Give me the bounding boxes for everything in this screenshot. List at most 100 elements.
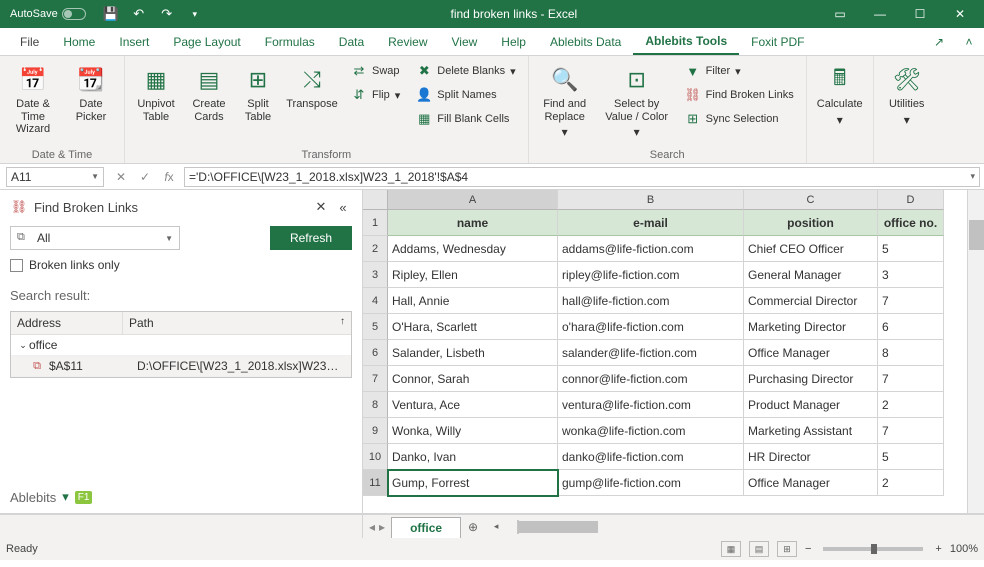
collapse-pane-button[interactable]: « <box>334 198 352 216</box>
cell[interactable]: e-mail <box>558 210 744 236</box>
redo-button[interactable]: ↷ <box>154 3 180 25</box>
col-header-b[interactable]: B <box>558 190 744 210</box>
tab-file[interactable]: File <box>8 28 51 55</box>
row-header[interactable]: 11 <box>363 470 388 496</box>
accept-formula-button[interactable]: ✓ <box>134 167 156 187</box>
collapse-ribbon-button[interactable]: ˄ <box>954 28 984 55</box>
cell[interactable]: 7 <box>878 288 944 314</box>
spreadsheet-grid[interactable]: A B C D 1 name e-mail position office no… <box>363 190 984 513</box>
zoom-level[interactable]: 100% <box>950 543 978 555</box>
cell[interactable]: danko@life-fiction.com <box>558 444 744 470</box>
horizontal-scrollbar[interactable] <box>517 520 519 534</box>
sheet-tab-office[interactable]: office <box>391 517 461 538</box>
select-all-button[interactable] <box>363 190 388 210</box>
scroll-thumb[interactable] <box>518 521 598 533</box>
scroll-left-icon[interactable]: ◂ <box>489 520 503 534</box>
col-header-d[interactable]: D <box>878 190 944 210</box>
name-box[interactable]: A11▼ <box>6 167 104 187</box>
cell[interactable]: Salander, Lisbeth <box>388 340 558 366</box>
tab-insert[interactable]: Insert <box>107 28 161 55</box>
cancel-formula-button[interactable]: ✕ <box>110 167 132 187</box>
tab-ablebits-data[interactable]: Ablebits Data <box>538 28 633 55</box>
row-header[interactable]: 4 <box>363 288 388 314</box>
sheet-nav[interactable]: ◂▸ <box>363 515 391 538</box>
fill-blank-cells-button[interactable]: ▦Fill Blank Cells <box>410 108 521 130</box>
cell[interactable]: 7 <box>878 418 944 444</box>
close-pane-button[interactable]: ✕ <box>312 198 330 216</box>
row-header[interactable]: 6 <box>363 340 388 366</box>
broken-only-checkbox[interactable]: Broken links only <box>10 258 352 272</box>
cell[interactable]: hall@life-fiction.com <box>558 288 744 314</box>
cell[interactable]: 2 <box>878 392 944 418</box>
cell[interactable]: General Manager <box>744 262 878 288</box>
date-picker-button[interactable]: 📆Date Picker <box>64 60 118 127</box>
share-button[interactable]: ↗ <box>924 28 954 55</box>
zoom-out-button[interactable]: − <box>805 543 811 555</box>
cell[interactable]: connor@life-fiction.com <box>558 366 744 392</box>
add-sheet-button[interactable]: ⊕ <box>461 515 485 538</box>
tab-help[interactable]: Help <box>489 28 538 55</box>
tree-group[interactable]: ⌄ office <box>11 335 351 356</box>
cell[interactable]: Office Manager <box>744 340 878 366</box>
vertical-scrollbar[interactable] <box>967 190 984 513</box>
cell[interactable]: salander@life-fiction.com <box>558 340 744 366</box>
row-header[interactable]: 2 <box>363 236 388 262</box>
normal-view-button[interactable]: ▦ <box>721 541 741 557</box>
cell[interactable]: Purchasing Director <box>744 366 878 392</box>
filter-button[interactable]: ▼Filter ▾ <box>679 60 800 82</box>
cell[interactable]: Addams, Wednesday <box>388 236 558 262</box>
cell[interactable]: 5 <box>878 444 944 470</box>
cell[interactable]: HR Director <box>744 444 878 470</box>
row-header[interactable]: 5 <box>363 314 388 340</box>
delete-blanks-button[interactable]: ✖Delete Blanks ▾ <box>410 60 521 82</box>
cell[interactable]: Gump, Forrest <box>388 470 558 496</box>
undo-button[interactable]: ↶ <box>126 3 152 25</box>
cell[interactable]: O'Hara, Scarlett <box>388 314 558 340</box>
page-layout-button[interactable]: ▤ <box>749 541 769 557</box>
cell[interactable]: Danko, Ivan <box>388 444 558 470</box>
cell[interactable]: position <box>744 210 878 236</box>
find-replace-button[interactable]: 🔍Find and Replace ▾ <box>535 60 595 143</box>
row-header[interactable]: 7 <box>363 366 388 392</box>
select-by-button[interactable]: ⊡Select by Value / Color ▾ <box>599 60 675 143</box>
col-address[interactable]: Address <box>11 312 123 334</box>
create-cards-button[interactable]: ▤Create Cards <box>185 60 233 127</box>
tab-ablebits-tools[interactable]: Ablebits Tools <box>633 28 739 55</box>
cell[interactable]: 6 <box>878 314 944 340</box>
split-names-button[interactable]: 👤Split Names <box>410 84 521 106</box>
cell[interactable]: Marketing Assistant <box>744 418 878 444</box>
col-path[interactable]: Path↑ <box>123 312 351 334</box>
cell[interactable]: gump@life-fiction.com <box>558 470 744 496</box>
tab-page-layout[interactable]: Page Layout <box>161 28 252 55</box>
cell[interactable]: Wonka, Willy <box>388 418 558 444</box>
cell[interactable]: 7 <box>878 366 944 392</box>
tab-data[interactable]: Data <box>327 28 376 55</box>
split-table-button[interactable]: ⊞Split Table <box>237 60 279 127</box>
cell[interactable]: addams@life-fiction.com <box>558 236 744 262</box>
row-header[interactable]: 10 <box>363 444 388 470</box>
zoom-slider[interactable] <box>823 547 923 551</box>
tab-view[interactable]: View <box>440 28 490 55</box>
tree-item[interactable]: ⧉ $A$11 D:\OFFICE\[W23_1_2018.xlsx]W23_1… <box>11 356 351 377</box>
col-header-c[interactable]: C <box>744 190 878 210</box>
autosave-toggle[interactable]: AutoSave <box>4 8 92 20</box>
cell[interactable]: name <box>388 210 558 236</box>
row-header[interactable]: 3 <box>363 262 388 288</box>
slider-handle[interactable] <box>871 544 877 554</box>
close-button[interactable]: ✕ <box>940 0 980 28</box>
row-header[interactable]: 8 <box>363 392 388 418</box>
cell[interactable]: ventura@life-fiction.com <box>558 392 744 418</box>
cell[interactable]: ripley@life-fiction.com <box>558 262 744 288</box>
tab-foxit[interactable]: Foxit PDF <box>739 28 816 55</box>
find-broken-links-button[interactable]: ⛓Find Broken Links <box>679 84 800 106</box>
expand-formula-icon[interactable]: ▾ <box>970 171 975 182</box>
ribbon-options-button[interactable]: ▭ <box>820 0 860 28</box>
insert-function-button[interactable]: fx <box>158 167 180 187</box>
row-header[interactable]: 1 <box>363 210 388 236</box>
unpivot-button[interactable]: ▦Unpivot Table <box>131 60 181 127</box>
scope-dropdown[interactable]: ⧉ All ▼ <box>10 226 180 250</box>
cell[interactable]: 2 <box>878 470 944 496</box>
cell[interactable]: office no. <box>878 210 944 236</box>
cell[interactable]: Ripley, Ellen <box>388 262 558 288</box>
swap-button[interactable]: ⇄Swap <box>345 60 406 82</box>
